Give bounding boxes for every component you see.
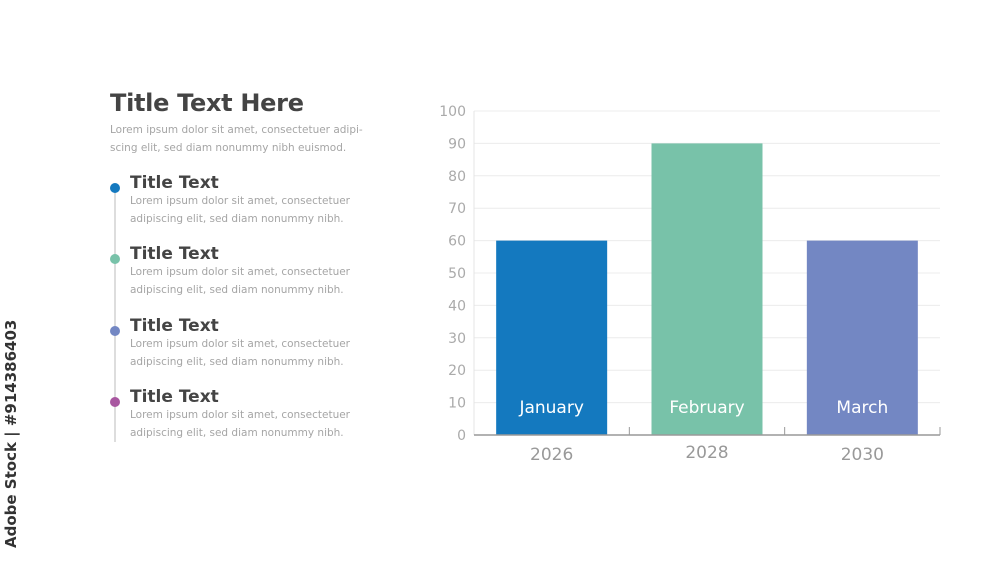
bar-label: February	[669, 398, 744, 418]
y-tick-label: 60	[448, 234, 466, 250]
bar-february	[651, 143, 763, 435]
bar-label: January	[518, 398, 583, 418]
item-title: Title Text	[130, 316, 219, 336]
item-title: Title Text	[130, 387, 219, 407]
bullet-dot-icon	[110, 183, 120, 193]
item-description: Lorem ipsum dolor sit amet, consectetuer…	[130, 409, 350, 439]
item-description: Lorem ipsum dolor sit amet, consectetuer…	[130, 195, 350, 225]
item-title: Title Text	[130, 244, 219, 264]
timeline-line	[114, 186, 116, 442]
x-tick-label: 2028	[685, 443, 728, 463]
item-description: Lorem ipsum dolor sit amet, consectetuer…	[130, 266, 350, 296]
y-tick-label: 70	[448, 201, 466, 217]
y-tick-label: 80	[448, 169, 466, 185]
y-tick-label: 10	[448, 396, 466, 412]
bar-march	[806, 240, 918, 435]
page-title: Title Text Here	[110, 89, 304, 117]
y-tick-label: 50	[448, 266, 466, 282]
x-tick-label: 2030	[841, 445, 884, 465]
bar-label: March	[836, 398, 888, 418]
y-tick-label: 100	[439, 104, 466, 120]
y-tick-label: 20	[448, 363, 466, 379]
bullet-dot-icon	[110, 326, 120, 336]
y-tick-label: 0	[457, 428, 466, 444]
bullet-dot-icon	[110, 397, 120, 407]
y-tick-label: 30	[448, 331, 466, 347]
y-tick-label: 40	[448, 298, 466, 314]
x-tick-label: 2026	[530, 445, 573, 465]
y-tick-label: 90	[448, 136, 466, 152]
bullet-dot-icon	[110, 254, 120, 264]
item-description: Lorem ipsum dolor sit amet, consectetuer…	[130, 338, 350, 368]
bar-january	[496, 240, 608, 435]
item-title: Title Text	[130, 173, 219, 193]
page-description: Lorem ipsum dolor sit amet, consectetuer…	[110, 124, 363, 154]
